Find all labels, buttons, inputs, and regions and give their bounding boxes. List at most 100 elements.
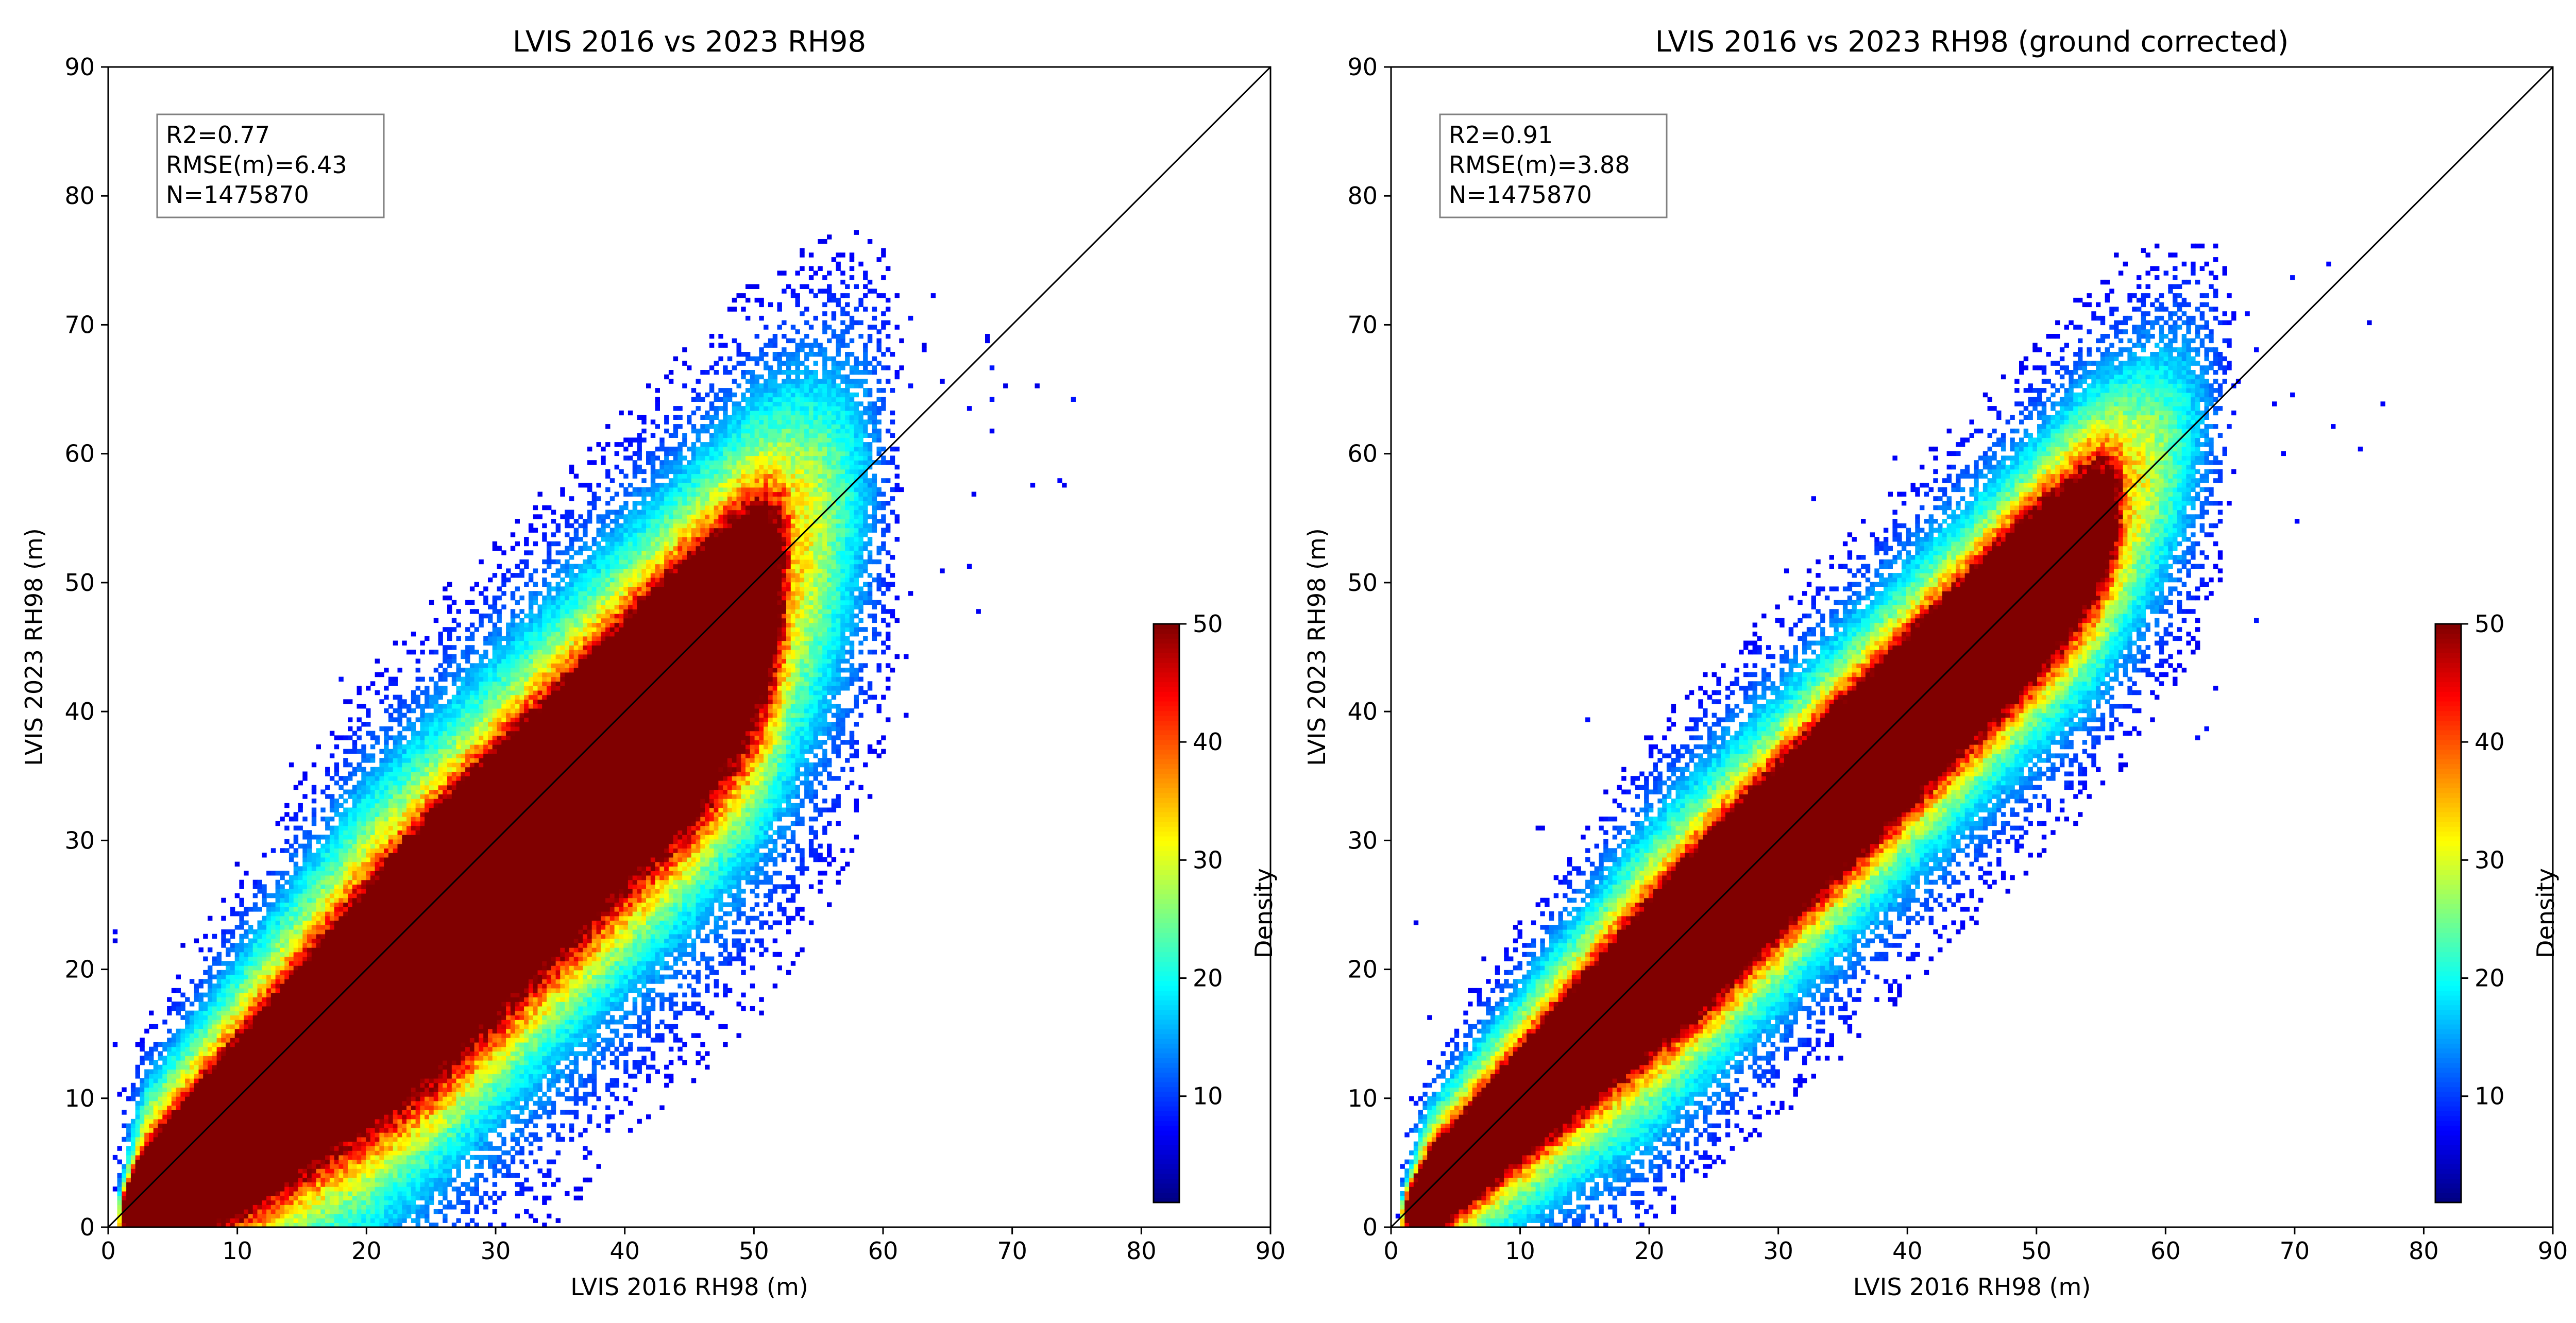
- colorbar-step: [1154, 956, 1179, 962]
- colorbar-step: [2435, 1106, 2461, 1111]
- colorbar-step: [1154, 1197, 1179, 1203]
- colorbar-tick-label: 20: [1193, 964, 1223, 992]
- y-axis-label: LVIS 2023 RH98 (m): [1303, 528, 1331, 766]
- colorbar-step: [2435, 1125, 2461, 1131]
- colorbar-step: [1154, 633, 1179, 639]
- y-tick-label: 20: [1347, 956, 1378, 983]
- y-tick-label: 0: [1363, 1213, 1378, 1241]
- x-tick-label: 10: [222, 1237, 252, 1265]
- colorbar-step: [1154, 730, 1179, 736]
- x-axis-label: LVIS 2016 RH98 (m): [570, 1273, 808, 1301]
- colorbar-step: [1154, 976, 1179, 981]
- x-tick-label: 50: [739, 1237, 769, 1265]
- colorbar-step: [1154, 864, 1179, 871]
- axes-frame: [1390, 66, 2554, 1228]
- colorbar-step: [1154, 952, 1179, 957]
- colorbar-step: [2435, 720, 2461, 726]
- colorbar-step: [2435, 956, 2461, 962]
- colorbar-frame: [1153, 623, 1180, 1203]
- colorbar-step: [1154, 1072, 1179, 1078]
- one-to-one-line: [1390, 66, 2554, 1228]
- x-tick-label: 60: [868, 1237, 899, 1265]
- colorbar-step: [1154, 710, 1179, 716]
- y-tick-label: 70: [1347, 311, 1378, 338]
- colorbar-step: [2435, 999, 2461, 1006]
- colorbar-step: [1154, 1183, 1179, 1189]
- stats-r2: R2=0.91: [1449, 121, 1553, 149]
- colorbar-step: [2435, 744, 2461, 750]
- colorbar-step: [1154, 676, 1179, 683]
- colorbar-tick-label: 20: [2475, 964, 2505, 992]
- colorbar-step: [1154, 980, 1179, 986]
- colorbar-step: [2435, 1038, 2461, 1044]
- y-tick-label: 30: [64, 826, 95, 854]
- colorbar-step: [1154, 1033, 1179, 1039]
- colorbar-step: [1154, 725, 1179, 731]
- colorbar-step: [1154, 638, 1179, 644]
- y-tick-label: 40: [64, 698, 95, 725]
- colorbar-step: [2435, 1048, 2461, 1054]
- colorbar-step: [1154, 1024, 1179, 1029]
- colorbar-step: [2435, 1149, 2461, 1155]
- colorbar-step: [1154, 1077, 1179, 1082]
- colorbar-step: [2435, 903, 2461, 909]
- x-tick-label: 30: [1763, 1237, 1793, 1265]
- colorbar-step: [1154, 1038, 1179, 1044]
- colorbar-step: [1154, 1101, 1179, 1107]
- colorbar-step: [1154, 971, 1179, 976]
- colorbar-step: [2435, 976, 2461, 981]
- colorbar-step: [1154, 802, 1179, 808]
- colorbar-step: [1154, 985, 1179, 991]
- x-tick-label: 20: [1634, 1237, 1665, 1265]
- chart-panel-1: 0 10 20 30 40 50 60 70 80 90 0 10 20 30 40 50 60 70 80 90 LV…: [20, 25, 1285, 1301]
- colorbar-step: [1154, 811, 1179, 818]
- colorbar-tick-label: 10: [2475, 1082, 2505, 1110]
- colorbar-step: [2435, 657, 2461, 663]
- y-tick-label: 0: [80, 1213, 95, 1241]
- colorbar-step: [2435, 1130, 2461, 1135]
- y-tick-label: 10: [1347, 1084, 1378, 1112]
- density-heatmap: [1395, 243, 2385, 1227]
- colorbar-step: [1154, 691, 1179, 697]
- x-tick-label: 80: [1126, 1237, 1157, 1265]
- axes-frame: [107, 66, 1272, 1228]
- stats-box-frame: [156, 113, 385, 218]
- colorbar-step: [2435, 696, 2461, 702]
- colorbar-step: [2435, 870, 2461, 875]
- colorbar-step: [2435, 990, 2461, 996]
- colorbar-step: [2435, 1159, 2461, 1164]
- colorbar-step: [2435, 783, 2461, 788]
- y-axis-label: LVIS 2023 RH98 (m): [20, 528, 48, 766]
- colorbar-step: [1154, 817, 1179, 822]
- x-tick-label: 70: [997, 1237, 1027, 1265]
- colorbar-step: [2435, 1183, 2461, 1189]
- colorbar-step: [2435, 932, 2461, 938]
- colorbar-step: [1154, 1019, 1179, 1025]
- x-tick-label: 70: [2280, 1237, 2310, 1265]
- colorbar-step: [2435, 1077, 2461, 1082]
- colorbar-step: [1154, 999, 1179, 1006]
- colorbar-step: [1154, 884, 1179, 890]
- colorbar-step: [1154, 821, 1179, 827]
- colorbar-step: [1154, 947, 1179, 953]
- colorbar-step: [1154, 874, 1179, 880]
- colorbar-step: [1154, 966, 1179, 972]
- colorbar-tick-label: 30: [1193, 846, 1223, 874]
- colorbar-step: [1154, 898, 1179, 904]
- colorbar-step: [2435, 667, 2461, 673]
- colorbar: 10 20 30 40 50 Density: [1153, 610, 1278, 1203]
- y-tick-label: 90: [1347, 53, 1378, 81]
- colorbar-step: [1154, 1062, 1179, 1068]
- x-tick-label: 60: [2150, 1237, 2181, 1265]
- colorbar-step: [2435, 1173, 2461, 1179]
- x-tick-label: 50: [2022, 1237, 2052, 1265]
- colorbar-step: [2435, 841, 2461, 846]
- colorbar-step: [1154, 937, 1179, 943]
- colorbar-step: [1154, 1111, 1179, 1116]
- colorbar-step: [1154, 942, 1179, 947]
- colorbar-step: [1154, 1029, 1179, 1034]
- colorbar-step: [2435, 1144, 2461, 1150]
- colorbar-step: [2435, 874, 2461, 880]
